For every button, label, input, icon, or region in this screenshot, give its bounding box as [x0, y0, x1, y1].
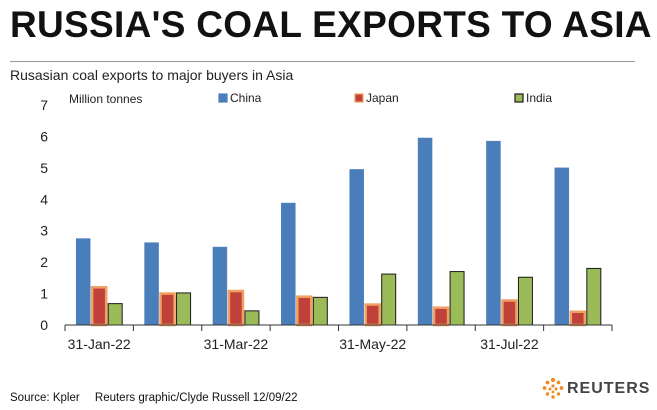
- bar-japan: [501, 299, 518, 327]
- legend-swatch: [218, 93, 228, 103]
- title-divider: [10, 61, 635, 62]
- source-note: Source: Kpler: [10, 392, 80, 404]
- bar-japan: [227, 289, 245, 327]
- y-tick-label: 3: [40, 223, 48, 239]
- bar-japan: [296, 295, 313, 327]
- bar-china: [417, 137, 433, 326]
- bar-china: [75, 238, 91, 326]
- x-tick-label: 31-May-22: [339, 336, 406, 352]
- y-tick-label: 1: [40, 286, 48, 302]
- bar-china: [554, 167, 570, 326]
- footer: Source: Kpler Reuters graphic/Clyde Russ…: [10, 392, 310, 404]
- y-tick-label: 5: [40, 160, 48, 176]
- reuters-logo: REUTERS: [541, 377, 651, 403]
- x-tick-label: 31-Jan-22: [68, 336, 131, 352]
- x-tick-label: 31-Jul-22: [480, 336, 539, 352]
- bar-india: [517, 276, 533, 326]
- bar-india: [449, 271, 465, 326]
- bar-india: [107, 303, 123, 326]
- y-tick-label: 2: [40, 254, 48, 270]
- bar-india: [176, 292, 192, 326]
- bar-china: [281, 202, 296, 326]
- bar-japan: [569, 310, 587, 327]
- bar-india: [244, 310, 260, 326]
- y-tick-label: 6: [40, 128, 48, 144]
- y-tick-label: 7: [40, 97, 48, 113]
- y-tick-label: 0: [40, 317, 48, 333]
- y-axis-label: Million tonnes: [69, 92, 142, 106]
- bar-japan: [364, 303, 381, 327]
- legend-swatch: [354, 93, 364, 103]
- bar-china: [486, 140, 501, 326]
- legend-label: India: [526, 91, 552, 105]
- legend-label: Japan: [366, 91, 399, 105]
- bar-china: [212, 246, 228, 326]
- bar-india: [381, 273, 397, 326]
- bar-china: [349, 169, 364, 326]
- legend-label: China: [230, 91, 262, 105]
- bar-india: [586, 267, 602, 326]
- legend-swatch: [514, 93, 524, 103]
- bar-japan: [432, 306, 450, 327]
- chart-title: RUSSIA'S COAL EXPORTS TO ASIA: [10, 4, 652, 45]
- bar-japan: [90, 286, 108, 327]
- reuters-logo-text: REUTERS: [567, 380, 651, 397]
- bar-japan: [159, 292, 176, 327]
- bar-india: [312, 296, 328, 326]
- x-tick-label: 31-Mar-22: [204, 336, 269, 352]
- reuters-logo-icon: [542, 377, 564, 399]
- y-tick-label: 4: [40, 191, 48, 207]
- credit-note: Reuters graphic/Clyde Russell 12/09/22: [94, 392, 298, 404]
- chart-subtitle: Rusasian coal exports to major buyers in…: [10, 67, 294, 83]
- bar-china: [144, 242, 159, 326]
